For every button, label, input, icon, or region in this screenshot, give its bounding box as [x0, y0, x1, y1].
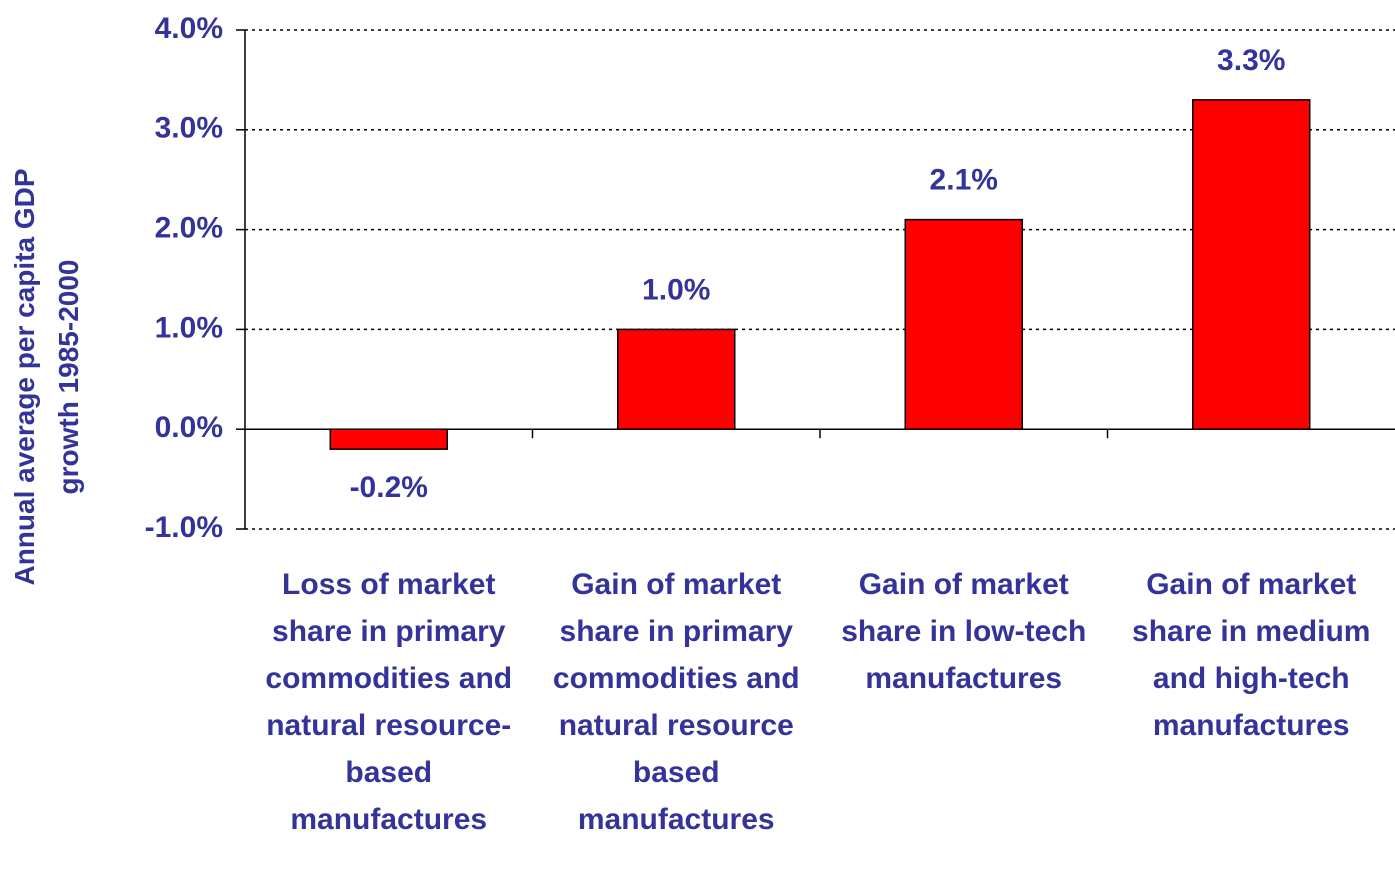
- bar: [904, 218, 1023, 430]
- x-tick-label: Gain of market share in medium and high-…: [1132, 568, 1371, 742]
- data-label: 1.0%: [642, 273, 710, 306]
- data-label: -0.2%: [350, 471, 428, 504]
- x-tick-label: Gain of market share in primary commodit…: [552, 568, 800, 836]
- bar: [617, 328, 736, 430]
- y-tick-label: 0.0%: [155, 411, 223, 444]
- bar: [329, 428, 448, 450]
- y-tick-label: 1.0%: [155, 311, 223, 344]
- data-label: 2.1%: [930, 164, 998, 197]
- y-tick-label: 2.0%: [155, 212, 223, 245]
- data-label: 3.3%: [1217, 44, 1285, 77]
- x-tick-label: Loss of market share in primary commodit…: [265, 568, 513, 836]
- x-tick-label: Gain of market share in low-tech manufac…: [841, 568, 1087, 695]
- y-axis-label: Annual average per capita GDP growth 198…: [9, 168, 84, 586]
- y-tick-label: 3.0%: [155, 112, 223, 145]
- y-tick-label: 4.0%: [155, 12, 223, 45]
- bar: [1192, 99, 1311, 430]
- y-tick-label: -1.0%: [145, 511, 223, 544]
